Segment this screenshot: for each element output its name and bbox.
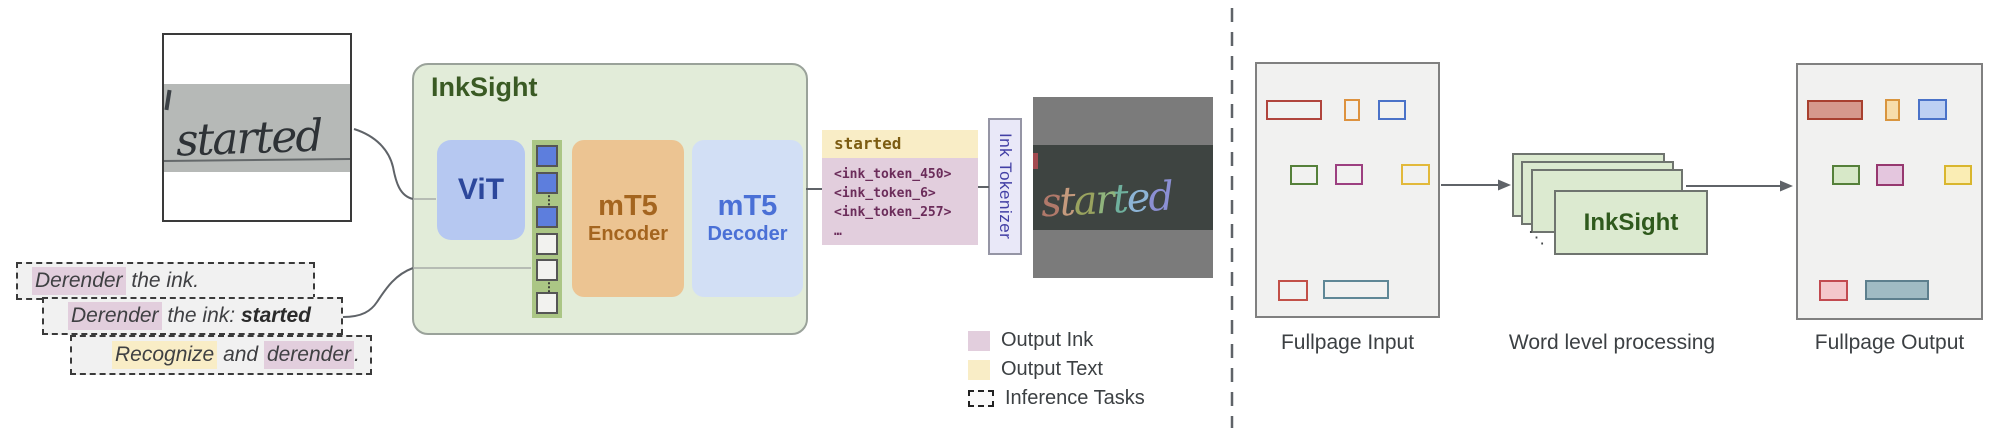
inksight-title: InkSight (431, 72, 538, 102)
word-bounding-box (1876, 164, 1904, 186)
output-image-dark-band: started (1033, 145, 1213, 230)
stack-ellipsis-dots: ⋱ (1528, 228, 1545, 247)
token-strip: ⋮ ⋮ (532, 140, 562, 318)
colored-letter: a (1072, 177, 1097, 225)
stray-ink-mark (164, 89, 172, 111)
word-bounding-box (1323, 280, 1389, 299)
encoder-title: mT5 (598, 190, 658, 223)
ellipsis-dots: ⋮ (543, 280, 555, 294)
legend-label: Output Ink (1001, 329, 1094, 351)
decoder-title: mT5 (717, 190, 778, 223)
fullpage-input-box (1255, 62, 1440, 318)
mt5-decoder-block: mT5 Decoder (692, 140, 803, 297)
ink-token-line: <ink_token_6> (834, 186, 936, 201)
inksight-stack-label: InkSight (1583, 208, 1679, 236)
word-bounding-box (1266, 100, 1322, 120)
legend-row-output-ink: Output Ink (968, 329, 1145, 351)
word-bounding-box (1344, 99, 1360, 121)
word-bounding-box (1832, 165, 1860, 185)
blue-token-square (536, 145, 558, 167)
output-ink-swatch (968, 330, 990, 351)
legend-row-output-text: Output Text (968, 358, 1145, 380)
prompt-to-model-curve (342, 267, 414, 318)
ink-token-line: <ink_token_257> (834, 205, 952, 220)
encoder-subtitle: Encoder (587, 222, 669, 245)
fullpage-input-label: Fullpage Input (1280, 331, 1415, 354)
white-token-square (536, 292, 558, 314)
word-bounding-box (1278, 280, 1308, 301)
white-token-square (536, 259, 558, 281)
arrowhead (1498, 179, 1511, 191)
legend: Output Ink Output Text Inference Tasks (968, 329, 1145, 417)
output-ink-tokens-box: <ink_token_450> <ink_token_6> <ink_token_2… (822, 158, 978, 245)
prompt-derender-the-ink: Derender the ink. (16, 262, 315, 300)
image-to-model-curve (353, 128, 414, 200)
legend-label: Inference Tasks (1005, 387, 1145, 409)
ink-tokenizer-label: Ink Tokenizer (996, 133, 1015, 240)
blue-token-square (536, 206, 558, 228)
ink-tokenizer-box: Ink Tokenizer (988, 118, 1022, 255)
output-text-word: started (834, 134, 902, 153)
white-token-square (536, 233, 558, 255)
legend-label: Output Text (1001, 358, 1103, 380)
ink-token-line: … (834, 224, 842, 239)
ellipsis-dots: ⋮ (543, 193, 555, 207)
word-bounding-box (1401, 164, 1430, 185)
inksight-stack-card-front: InkSight (1554, 190, 1708, 255)
output-text-box: started (822, 130, 978, 158)
word-bounding-box (1865, 280, 1929, 300)
output-text-swatch (968, 359, 990, 380)
colored-letter: e (1125, 174, 1150, 222)
vit-label: ViT (457, 173, 505, 206)
word-bounding-box (1944, 165, 1972, 185)
word-bounding-box (1807, 100, 1863, 120)
decoder-subtitle: Decoder (707, 222, 788, 245)
input-image-gray-band: started (163, 84, 351, 172)
prompt-derender-the-ink-with-text: Derender the ink: started (42, 297, 343, 335)
word-level-processing-label: Word level processing (1508, 331, 1716, 354)
word-bounding-box (1335, 164, 1363, 185)
blue-token-square (536, 172, 558, 194)
output-stray-ink-mark (1033, 153, 1038, 169)
fullpage-output-box (1796, 63, 1983, 320)
inference-tasks-swatch (968, 390, 994, 407)
ink-token-line: <ink_token_450> (834, 167, 952, 182)
legend-row-inference-tasks: Inference Tasks (968, 387, 1145, 409)
vit-block: ViT (437, 140, 525, 240)
arrowhead (1780, 180, 1793, 192)
word-bounding-box (1290, 165, 1318, 185)
output-colored-handwritten-word: started (1040, 174, 1173, 227)
colored-letter: d (1147, 173, 1174, 221)
inksight-model-box: InkSight ViT ⋮ ⋮ mT5 Encoder mT5 Decoder (412, 63, 808, 335)
word-bounding-box (1819, 280, 1848, 301)
colored-letter: s (1039, 179, 1061, 227)
word-bounding-box (1918, 99, 1947, 120)
word-bounding-box (1378, 100, 1406, 120)
input-handwriting-image: started (162, 33, 352, 222)
fullpage-output-label: Fullpage Output (1814, 331, 1965, 354)
prompt-recognize-and-derender: Recognize and derender. (70, 335, 372, 375)
output-rendered-ink-image: started (1033, 97, 1213, 278)
word-bounding-box (1885, 99, 1900, 121)
mt5-encoder-block: mT5 Encoder (572, 140, 684, 297)
